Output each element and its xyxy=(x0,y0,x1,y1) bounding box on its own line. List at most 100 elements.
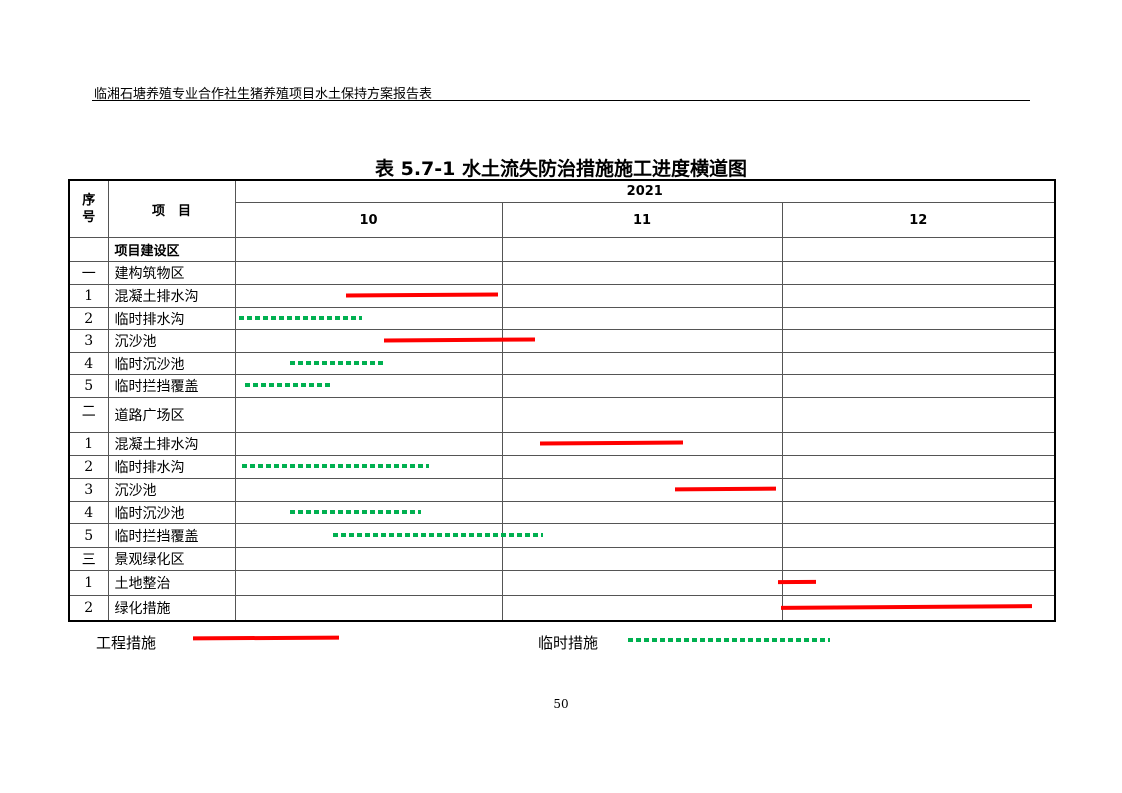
month-cell xyxy=(781,397,1056,433)
row-item: 景观绿化区 xyxy=(107,547,236,571)
table-row: 5 临时拦挡覆盖 xyxy=(68,374,1056,398)
table-row: 三 景观绿化区 xyxy=(68,547,1056,571)
row-seq: 3 xyxy=(68,478,109,502)
month-cell xyxy=(234,432,503,456)
month-cell xyxy=(501,547,783,571)
row-item: 临时拦挡覆盖 xyxy=(107,523,236,548)
row-item: 项目建设区 xyxy=(107,237,236,262)
row-item: 临时沉沙池 xyxy=(107,501,236,524)
row-seq xyxy=(68,237,109,262)
row-item: 临时沉沙池 xyxy=(107,352,236,375)
engineering-bar xyxy=(778,579,817,585)
header-rule xyxy=(92,100,1030,101)
month-cell xyxy=(501,595,783,621)
month-cell xyxy=(781,478,1056,502)
month-cell xyxy=(781,501,1056,524)
row-item: 沉沙池 xyxy=(107,478,236,502)
row-item: 沉沙池 xyxy=(107,329,236,353)
month-cell xyxy=(234,397,503,433)
table-row: 1 土地整治 xyxy=(68,570,1056,596)
table-row: 3 沉沙池 xyxy=(68,478,1056,502)
month-cell xyxy=(781,570,1056,596)
row-seq: 2 xyxy=(68,307,109,330)
month-cell xyxy=(234,261,503,285)
legend-engineering-label: 工程措施 xyxy=(96,634,157,652)
row-item: 临时排水沟 xyxy=(107,307,236,330)
legend-engineering-swatch xyxy=(192,635,340,641)
table-row: 4 临时沉沙池 xyxy=(68,501,1056,524)
temporary-bar xyxy=(332,532,543,537)
table-row: 项目建设区 xyxy=(68,237,1056,262)
table-row: 1 混凝土排水沟 xyxy=(68,284,1056,308)
row-seq: 3 xyxy=(68,329,109,353)
month-header: 10 xyxy=(234,202,503,238)
row-seq: 5 xyxy=(68,523,109,548)
month-cell xyxy=(234,547,503,571)
month-cell xyxy=(501,397,783,433)
row-seq: 4 xyxy=(68,352,109,375)
row-seq: 4 xyxy=(68,501,109,524)
row-seq: 2 xyxy=(68,595,109,621)
row-seq: 一 xyxy=(68,261,109,285)
row-item: 混凝土排水沟 xyxy=(107,284,236,308)
row-item: 临时排水沟 xyxy=(107,455,236,479)
item-header: 项 目 xyxy=(107,179,236,238)
row-seq: 1 xyxy=(68,432,109,456)
table-title: 表 5.7-1 水土流失防治措施施工进度横道图 xyxy=(375,158,747,180)
temporary-bar xyxy=(290,360,387,365)
month-cell xyxy=(781,284,1056,308)
month-cell xyxy=(501,307,783,330)
temporary-bar xyxy=(242,464,429,468)
month-cell xyxy=(501,570,783,596)
row-seq: 5 xyxy=(68,374,109,398)
month-cell xyxy=(234,570,503,596)
temporary-bar xyxy=(239,315,363,320)
month-cell xyxy=(781,237,1056,262)
row-seq: 1 xyxy=(68,570,109,596)
month-cell xyxy=(501,374,783,398)
row-item: 绿化措施 xyxy=(107,595,236,621)
month-cell xyxy=(234,478,503,502)
month-cell xyxy=(501,284,783,308)
month-cell xyxy=(781,352,1056,375)
row-seq: 2 xyxy=(68,455,109,479)
month-cell xyxy=(781,432,1056,456)
table-row: 二 道路广场区 xyxy=(68,397,1056,433)
table-row: 一 建构筑物区 xyxy=(68,261,1056,285)
month-cell xyxy=(501,523,783,548)
month-cell xyxy=(501,329,783,353)
table-row: 2 临时排水沟 xyxy=(68,307,1056,330)
gantt-table: 序 号 项 目 2021 10 11 12 项目建设区 一 建构筑物区 1 混凝… xyxy=(68,179,1056,622)
month-cell xyxy=(781,374,1056,398)
month-header: 12 xyxy=(781,202,1056,238)
temporary-bar xyxy=(290,509,421,514)
row-item: 建构筑物区 xyxy=(107,261,236,285)
month-cell xyxy=(781,523,1056,548)
temporary-bar xyxy=(244,383,331,387)
month-cell xyxy=(501,352,783,375)
month-cell xyxy=(501,501,783,524)
month-cell xyxy=(781,455,1056,479)
month-cell xyxy=(234,595,503,621)
month-cell xyxy=(781,261,1056,285)
row-item: 混凝土排水沟 xyxy=(107,432,236,456)
seq-header: 序 号 xyxy=(68,179,109,238)
table-row: 2 临时排水沟 xyxy=(68,455,1056,479)
legend-temporary-label: 临时措施 xyxy=(538,634,599,652)
month-cell xyxy=(501,261,783,285)
row-item: 临时拦挡覆盖 xyxy=(107,374,236,398)
table-row: 5 临时拦挡覆盖 xyxy=(68,523,1056,548)
row-seq: 三 xyxy=(68,547,109,571)
table-row: 4 临时沉沙池 xyxy=(68,352,1056,375)
year-header: 2021 xyxy=(234,179,1056,203)
running-header: 临湘石塘养殖专业合作社生猪养殖项目水土保持方案报告表 xyxy=(94,87,433,102)
month-cell xyxy=(781,307,1056,330)
engineering-bar xyxy=(674,486,776,492)
page-number: 50 xyxy=(553,697,569,711)
row-seq: 1 xyxy=(68,284,109,308)
row-item: 道路广场区 xyxy=(107,397,236,433)
month-cell xyxy=(781,547,1056,571)
month-header: 11 xyxy=(501,202,783,238)
legend-temporary-swatch xyxy=(628,638,830,642)
